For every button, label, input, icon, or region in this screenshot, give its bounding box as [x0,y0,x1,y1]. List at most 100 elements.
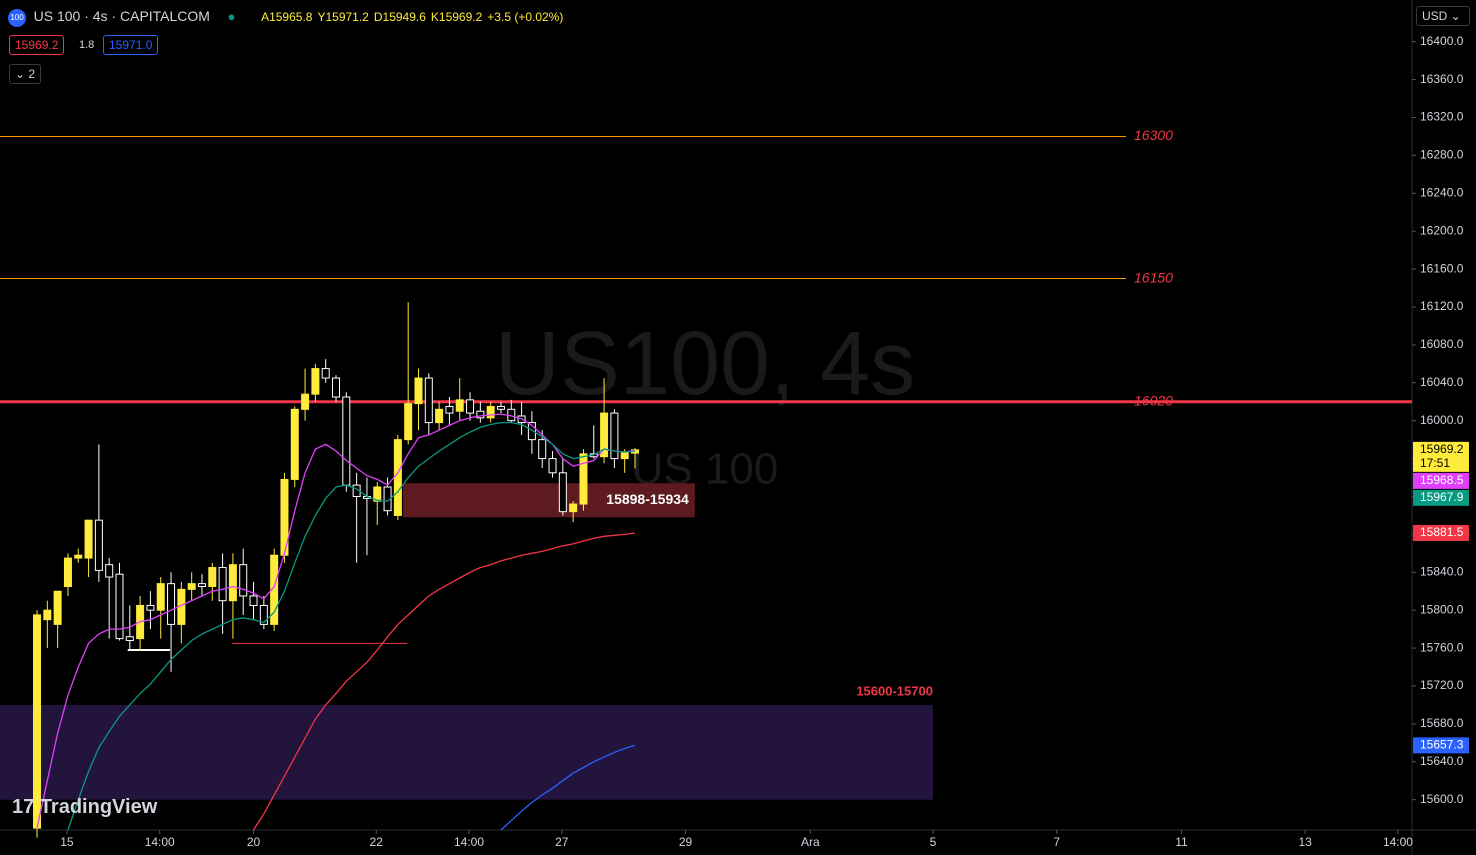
quote-item: Y15971.2 [317,10,369,24]
price-tag-label: 15657.3 [1420,738,1464,752]
candle-body [115,573,124,640]
y-tick-label: 16080.0 [1420,337,1464,351]
quote-item: K15969.2 [430,10,483,24]
y-tick-label: 15600.0 [1420,792,1464,806]
candle-body [435,408,444,424]
candle-body [538,439,547,460]
symbol-name[interactable]: US 100 · 4s · CAPITALCOM [33,8,210,24]
y-tick-label: 16280.0 [1420,148,1464,162]
currency-select[interactable]: USD ⌄ [1416,6,1470,26]
candle-body [311,368,320,395]
candle-body [197,583,206,587]
price-tag-label: 15968.5 [1420,473,1464,487]
candle-body [404,403,413,441]
candle-body [239,564,248,597]
y-tick-label: 15720.0 [1420,678,1464,692]
candle-body [53,590,62,625]
countdown: 17:51 [1420,456,1450,470]
candle-body [466,399,475,414]
indicators-toggle[interactable]: ⌄ 2 [9,64,42,84]
candle-body [527,422,536,441]
y-tick-label: 15680.0 [1420,716,1464,730]
quote: A15965.8 Y15971.2 D15949.6 K15969.2 +3.5 (+0… [261,10,568,24]
price-tag [1413,441,1469,472]
x-tick-label: 15 [60,835,74,849]
currency: USD [1422,9,1448,23]
symbol-bar: 100 US 100 · 4s · CAPITALCOM ● A15965.8 Y… [8,8,568,27]
candle-body [84,519,93,559]
brand: 17 TradingView [12,796,158,818]
zone [403,483,695,518]
ma-line [500,744,636,831]
x-tick-label: 14:00 [454,835,484,849]
level-label: 16300 [1134,127,1173,143]
ma-line [67,421,636,831]
y-tick-label: 16320.0 [1420,110,1464,124]
y-tick-label: 16200.0 [1420,223,1464,237]
quote-item: A15965.8 [261,10,313,24]
x-tick-label: Ara [801,835,820,849]
sell-button[interactable]: 15969.2 [9,35,65,55]
y-tick-label: 16000.0 [1420,413,1464,427]
candle-body [301,393,310,410]
candle-body [332,377,341,398]
price-tag [1413,472,1469,489]
candle-body [393,439,402,516]
candle-body [146,604,155,611]
x-tick-label: 5 [930,835,937,849]
candle-body [445,405,454,414]
y-tick-label: 16160.0 [1420,261,1464,275]
candle-body [290,408,299,480]
candle-body [249,595,258,606]
y-tick-label: 15640.0 [1420,754,1464,768]
x-tick-label: 27 [555,835,569,849]
price-tag-label: 15967.9 [1420,490,1464,504]
candle-body [33,614,42,829]
spread: 1.8 [79,39,95,51]
price-tag-label: 15969.2 [1420,442,1464,456]
candle-body [228,564,237,602]
x-tick-label: 22 [370,835,384,849]
candle-body [125,636,134,642]
zone-label: 15600-15700 [856,683,933,698]
x-tick-label: 11 [1175,835,1188,849]
candle-body [414,377,423,405]
zone-label: 15898-15934 [606,491,689,507]
price-tag [1413,489,1469,506]
candle-body [496,405,505,410]
x-tick-label: 14:00 [145,835,175,849]
candle-body [74,554,83,559]
quote-item: D15949.6 [373,10,426,24]
candle-body [486,405,495,419]
y-tick-label: 15840.0 [1420,564,1464,578]
candle-body [600,412,609,458]
candle-body [620,452,629,460]
brand-name: TradingView [39,796,158,818]
quote-item: +3.5 (+0.02%) [487,10,564,24]
buy-button[interactable]: 15971.0 [103,35,159,55]
candle-body [208,567,217,587]
candle-body [342,396,351,486]
level-label: 16020 [1134,392,1173,408]
price-tag-label: 15881.5 [1420,525,1464,539]
candle-body [105,564,114,578]
symbol-logo: 100 [8,8,26,27]
y-tick-label: 16400.0 [1420,34,1464,48]
candle-body [187,583,196,590]
candle-body [167,583,176,625]
candle-body [579,453,588,505]
x-tick-label: 14:00 [1383,835,1413,849]
y-tick-label: 15800.0 [1420,602,1464,616]
status-dot: ● [227,9,236,24]
candle-body [476,410,485,419]
indicator-count: 2 [28,67,36,81]
candle-body [43,609,52,621]
y-tick-label: 15760.0 [1420,640,1464,654]
x-tick-label: 29 [679,835,693,849]
candle-body [455,399,464,412]
y-tick-label: 16240.0 [1420,185,1464,199]
candle-body [156,583,165,611]
watermark: US100, 4s [495,314,915,414]
candle-body [218,567,227,602]
